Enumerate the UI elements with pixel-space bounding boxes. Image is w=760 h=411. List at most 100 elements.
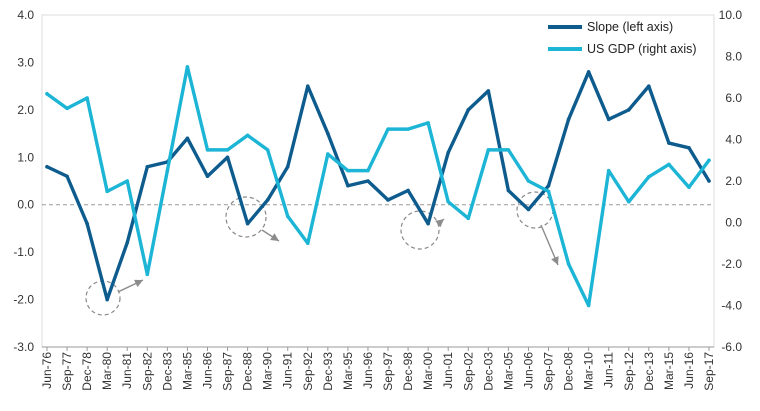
data-point (386, 127, 390, 131)
data-point (707, 179, 711, 183)
data-point (446, 150, 451, 155)
x-axis-tick-label: Sep-12 (622, 352, 636, 391)
right-axis-tick-label: 10.0 (719, 8, 743, 22)
data-point (707, 158, 711, 163)
data-point (185, 65, 190, 69)
data-point (426, 221, 430, 226)
data-point (526, 207, 531, 212)
data-point (326, 152, 330, 156)
data-point (165, 168, 170, 173)
data-point (647, 175, 651, 179)
data-point (85, 221, 89, 226)
data-point (305, 84, 310, 88)
x-axis-tick-label: Sep-77 (60, 352, 74, 391)
annotation-circle (516, 191, 554, 229)
data-point (446, 199, 451, 204)
left-axis-tick-label: 1.0 (17, 150, 34, 164)
x-axis-tick-label: Sep-82 (140, 352, 154, 391)
right-axis-tick-label: 4.0 (725, 133, 742, 147)
data-point (346, 183, 350, 188)
data-point (546, 183, 551, 188)
x-axis-tick-label: Mar-10 (582, 352, 596, 390)
data-point (606, 168, 611, 173)
data-point (125, 240, 130, 245)
x-axis-tick-label: Dec-03 (481, 352, 495, 391)
x-axis-tick-label: Mar-90 (261, 352, 275, 390)
data-point (667, 141, 671, 145)
x-axis-tick-label: Sep-87 (221, 352, 235, 391)
x-axis-tick-label: Dec-83 (160, 352, 174, 391)
x-axis-tick-label: Jun-96 (361, 352, 375, 389)
left-axis-tick-label: -2.0 (13, 293, 34, 307)
data-point (225, 155, 230, 160)
x-axis-tick-label: Sep-97 (381, 352, 395, 391)
x-axis-tick-label: Jun-06 (521, 352, 535, 389)
data-point (305, 241, 310, 246)
left-axis-tick-label: 0.0 (17, 198, 34, 212)
annotation-circle (225, 196, 267, 238)
data-point (466, 108, 471, 112)
data-point (265, 198, 270, 202)
data-point (526, 179, 531, 183)
annotation-arrow-head (134, 279, 143, 288)
data-point (285, 214, 290, 219)
data-point (145, 164, 150, 169)
data-point (586, 303, 591, 308)
data-point (265, 148, 270, 152)
x-axis-tick-label: Sep-02 (461, 352, 475, 391)
x-axis-tick-label: Dec-88 (241, 352, 255, 391)
right-axis-tick-label: 6.0 (725, 91, 742, 105)
annotation-arrow-head (551, 256, 559, 265)
left-axis-tick-label: -3.0 (13, 340, 34, 354)
left-axis-tick-label: 2.0 (17, 103, 34, 117)
data-point (586, 70, 591, 74)
data-point (185, 136, 190, 141)
annotation-arrow-head (435, 219, 444, 228)
x-axis-tick-label: Jun-81 (120, 352, 134, 389)
x-axis-tick-label: Mar-15 (662, 352, 676, 390)
x-axis-tick-label: Jun-11 (602, 352, 616, 388)
data-point (406, 188, 410, 193)
data-point (687, 146, 691, 150)
data-point (426, 121, 430, 125)
data-point (386, 198, 390, 202)
left-axis-tick-label: 4.0 (17, 8, 34, 22)
legend-label: Slope (left axis) (587, 20, 673, 34)
x-axis-tick-label: Jun-86 (200, 352, 214, 389)
x-axis-tick-label: Mar-85 (180, 352, 194, 390)
data-point (606, 117, 611, 122)
data-point (366, 179, 370, 183)
data-point (205, 174, 210, 179)
data-point (105, 189, 109, 194)
series-layer (45, 65, 711, 308)
annotation-arrow-head (270, 233, 279, 241)
data-point (125, 179, 130, 183)
right-axis-tick-label: 0.0 (725, 216, 742, 230)
annotation-layer (85, 191, 559, 316)
left-axis-tick-label: 3.0 (17, 55, 34, 69)
data-point (486, 148, 491, 152)
x-axis-tick-label: Jun-16 (682, 352, 696, 389)
x-axis-tick-label: Dec-93 (321, 352, 335, 391)
x-axis-tick-label: Dec-98 (401, 352, 415, 391)
data-point (65, 174, 69, 179)
x-axis-tick-label: Dec-08 (562, 352, 576, 391)
data-point (486, 89, 491, 93)
x-axis-tick-label: Dec-78 (80, 352, 94, 391)
data-point (326, 131, 330, 136)
x-axis-tick-label: Sep-07 (542, 352, 556, 391)
data-point (406, 127, 410, 131)
data-point (366, 168, 370, 173)
right-axis-tick-label: -6.0 (721, 340, 742, 354)
data-point (566, 262, 571, 266)
x-axis-tick-label: Mar-80 (100, 352, 114, 390)
right-axis-tick-label: -2.0 (721, 257, 742, 271)
right-axis-tick-label: 2.0 (725, 174, 742, 188)
data-point (245, 133, 250, 138)
x-axis-tick-label: Sep-92 (301, 352, 315, 391)
data-point (506, 188, 511, 193)
x-axis-tick-label: Dec-13 (642, 352, 656, 391)
data-point (65, 106, 69, 111)
